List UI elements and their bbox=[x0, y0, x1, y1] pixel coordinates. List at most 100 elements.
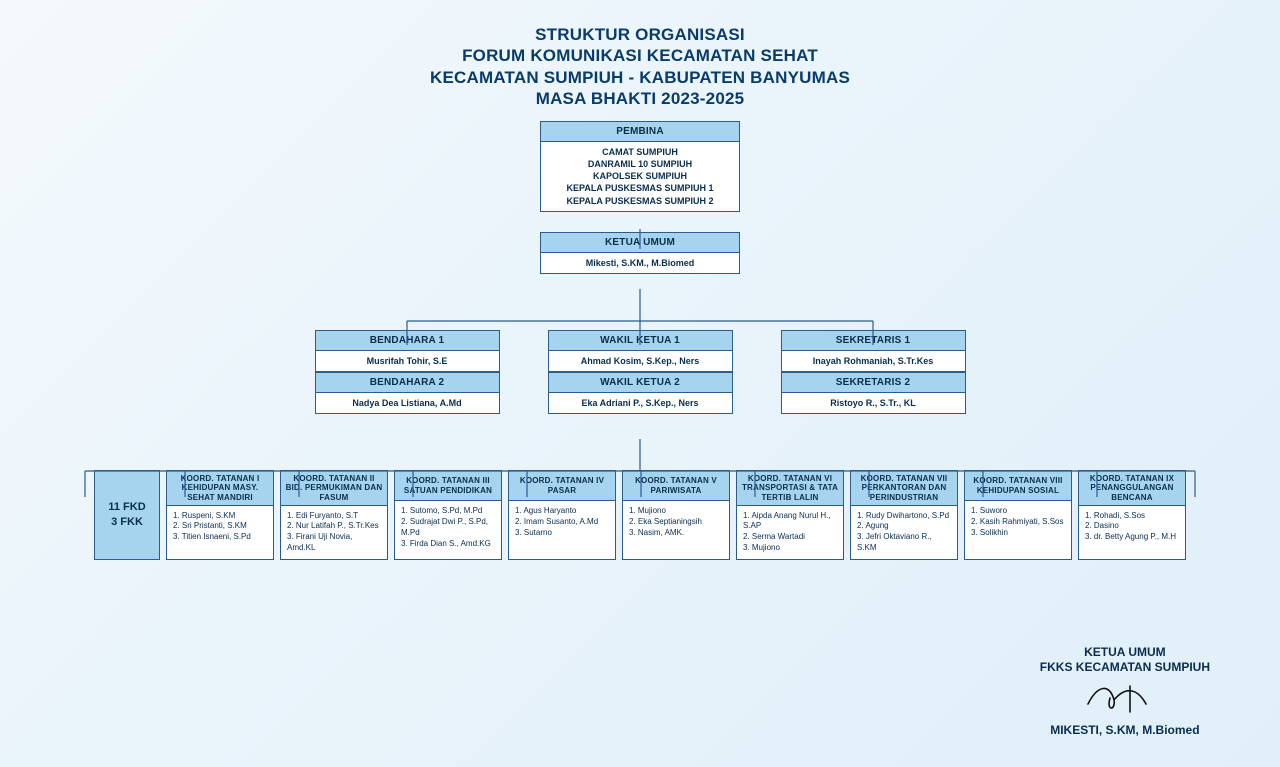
member: 2. Agung bbox=[857, 521, 951, 532]
wakil2-title: WAKIL KETUA 2 bbox=[549, 372, 732, 393]
ketua-umum-box: KETUA UMUM Mikesti, S.KM., M.Biomed bbox=[540, 232, 740, 274]
bendahara1-name: Musrifah Tohir, S.E bbox=[316, 351, 499, 371]
fkd-box: 11 FKD 3 FKK bbox=[94, 470, 160, 560]
koord-title: KOORD. TATANAN I KEHIDUPAN MASY. SEHAT M… bbox=[167, 471, 273, 506]
sekretaris1-box: SEKRETARIS 1 Inayah Rohmaniah, S.Tr.Kes bbox=[781, 330, 966, 372]
sekretaris2-box: SEKRETARIS 2 Ristoyo R., S.Tr., KL bbox=[781, 372, 966, 414]
sekretaris1-name: Inayah Rohmaniah, S.Tr.Kes bbox=[782, 351, 965, 371]
koord-members: 1. Rohadi, S.Sos 2. Dasino 3. dr. Betty … bbox=[1079, 506, 1185, 550]
member: 1. Suworo bbox=[971, 506, 1065, 517]
pembina-line: KAPOLSEK SUMPIUH bbox=[545, 170, 735, 182]
member: 2. Sri Pristanti, S.KM bbox=[173, 521, 267, 532]
pembina-line: KEPALA PUSKESMAS SUMPIUH 2 bbox=[545, 195, 735, 207]
member: 3. Jefri Oktaviano R., S.KM bbox=[857, 532, 951, 554]
koord-title: KOORD. TATANAN II BID. PERMUKIMAN DAN FA… bbox=[281, 471, 387, 506]
koord-members: 1. Mujiono 2. Eka Septianingsih 3. Nasim… bbox=[623, 501, 729, 545]
member: 2. Kasih Rahmiyati, S.Sos bbox=[971, 517, 1065, 528]
bendahara1-box: BENDAHARA 1 Musrifah Tohir, S.E bbox=[315, 330, 500, 372]
org-chart: PEMBINA CAMAT SUMPIUH DANRAMIL 10 SUMPIU… bbox=[40, 121, 1240, 560]
bendahara1-title: BENDAHARA 1 bbox=[316, 331, 499, 351]
koord-members: 1. Rudy Dwihartono, S.Pd 2. Agung 3. Jef… bbox=[851, 506, 957, 559]
mid-row: BENDAHARA 1 Musrifah Tohir, S.E BENDAHAR… bbox=[40, 330, 1240, 414]
ketua-umum-name: Mikesti, S.KM., M.Biomed bbox=[541, 253, 739, 273]
signature-line-1: KETUA UMUM bbox=[1040, 645, 1210, 661]
signature-name: MIKESTI, S.KM, M.Biomed bbox=[1040, 723, 1210, 739]
koord-6: KOORD. TATANAN VI TRANSPORTASI & TATA TE… bbox=[736, 470, 844, 560]
member: 2. Imam Susanto, A.Md bbox=[515, 517, 609, 528]
member: 3. Firani Uji Novia, Amd.KL bbox=[287, 532, 381, 554]
member: 1. Rohadi, S.Sos bbox=[1085, 511, 1179, 522]
member: 1. Edi Furyanto, S.T bbox=[287, 511, 381, 522]
member: 2. Serma Wartadi bbox=[743, 532, 837, 543]
wakil1-box: WAKIL KETUA 1 Ahmad Kosim, S.Kep., Ners bbox=[548, 330, 733, 372]
member: 3. Nasim, AMK. bbox=[629, 528, 723, 539]
pembina-box: PEMBINA CAMAT SUMPIUH DANRAMIL 10 SUMPIU… bbox=[540, 121, 740, 212]
wakil-col: WAKIL KETUA 1 Ahmad Kosim, S.Kep., Ners … bbox=[548, 330, 733, 414]
bendahara-col: BENDAHARA 1 Musrifah Tohir, S.E BENDAHAR… bbox=[315, 330, 500, 414]
koord-members: 1. Edi Furyanto, S.T 2. Nur Latifah P., … bbox=[281, 506, 387, 559]
member: 3. Firda Dian S., Amd.KG bbox=[401, 539, 495, 550]
wakil1-title: WAKIL KETUA 1 bbox=[549, 331, 732, 351]
wakil2-name: Eka Adriani P., S.Kep., Ners bbox=[549, 393, 732, 413]
bottom-row: 11 FKD 3 FKK KOORD. TATANAN I KEHIDUPAN … bbox=[40, 470, 1240, 560]
header-line-2: FORUM KOMUNIKASI KECAMATAN SEHAT bbox=[0, 45, 1280, 66]
wakil1-name: Ahmad Kosim, S.Kep., Ners bbox=[549, 351, 732, 371]
koord-2: KOORD. TATANAN II BID. PERMUKIMAN DAN FA… bbox=[280, 470, 388, 560]
sekretaris2-title: SEKRETARIS 2 bbox=[782, 372, 965, 393]
signature-block: KETUA UMUM FKKS KECAMATAN SUMPIUH MIKEST… bbox=[1040, 645, 1210, 739]
sekretaris-col: SEKRETARIS 1 Inayah Rohmaniah, S.Tr.Kes … bbox=[781, 330, 966, 414]
koord-7: KOORD. TATANAN VII PERKANTORAN DAN PERIN… bbox=[850, 470, 958, 560]
koord-1: KOORD. TATANAN I KEHIDUPAN MASY. SEHAT M… bbox=[166, 470, 274, 560]
koord-5: KOORD. TATANAN V PARIWISATA 1. Mujiono 2… bbox=[622, 470, 730, 560]
member: 3. Solikhin bbox=[971, 528, 1065, 539]
member: 2. Eka Septianingsih bbox=[629, 517, 723, 528]
header-line-4: MASA BHAKTI 2023-2025 bbox=[0, 88, 1280, 109]
sekretaris1-title: SEKRETARIS 1 bbox=[782, 331, 965, 351]
koord-members: 1. Sutomo, S.Pd, M.Pd 2. Sudrajat Dwi P.… bbox=[395, 501, 501, 554]
member: 2. Nur Latifah P., S.Tr.Kes bbox=[287, 521, 381, 532]
koord-3: KOORD. TATANAN III SATUAN PENDIDIKAN 1. … bbox=[394, 470, 502, 560]
member: 1. Sutomo, S.Pd, M.Pd bbox=[401, 506, 495, 517]
koord-title: KOORD. TATANAN VI TRANSPORTASI & TATA TE… bbox=[737, 471, 843, 506]
koord-title: KOORD. TATANAN VIII KEHIDUPAN SOSIAL bbox=[965, 471, 1071, 501]
signature-line-2: FKKS KECAMATAN SUMPIUH bbox=[1040, 660, 1210, 676]
top-stack: PEMBINA CAMAT SUMPIUH DANRAMIL 10 SUMPIU… bbox=[540, 121, 740, 274]
bendahara2-title: BENDAHARA 2 bbox=[316, 372, 499, 393]
koord-4: KOORD. TATANAN IV PASAR 1. Agus Haryanto… bbox=[508, 470, 616, 560]
pembina-line: DANRAMIL 10 SUMPIUH bbox=[545, 158, 735, 170]
koord-members: 1. Agus Haryanto 2. Imam Susanto, A.Md 3… bbox=[509, 501, 615, 545]
member: 3. dr. Betty Agung P., M.H bbox=[1085, 532, 1179, 543]
member: 3. Titien Isnaeni, S.Pd bbox=[173, 532, 267, 543]
fkd-line-2: 3 FKK bbox=[111, 515, 143, 530]
koord-members: 1. Suworo 2. Kasih Rahmiyati, S.Sos 3. S… bbox=[965, 501, 1071, 545]
wakil2-box: WAKIL KETUA 2 Eka Adriani P., S.Kep., Ne… bbox=[548, 372, 733, 414]
pembina-line: CAMAT SUMPIUH bbox=[545, 146, 735, 158]
koord-8: KOORD. TATANAN VIII KEHIDUPAN SOSIAL 1. … bbox=[964, 470, 1072, 560]
fkd-line-1: 11 FKD bbox=[108, 500, 145, 515]
bendahara2-box: BENDAHARA 2 Nadya Dea Listiana, A.Md bbox=[315, 372, 500, 414]
member: 2. Sudrajat Dwi P., S.Pd, M.Pd bbox=[401, 517, 495, 539]
koord-title: KOORD. TATANAN V PARIWISATA bbox=[623, 471, 729, 501]
koord-9: KOORD. TATANAN IX PENANGGULANGAN BENCANA… bbox=[1078, 470, 1186, 560]
sekretaris2-name: Ristoyo R., S.Tr., KL bbox=[782, 393, 965, 413]
member: 2. Dasino bbox=[1085, 521, 1179, 532]
koord-members: 1. Ruspeni, S.KM 2. Sri Pristanti, S.KM … bbox=[167, 506, 273, 550]
koord-title: KOORD. TATANAN III SATUAN PENDIDIKAN bbox=[395, 471, 501, 501]
signature-scribble bbox=[1040, 676, 1210, 724]
header-line-3: KECAMATAN SUMPIUH - KABUPATEN BANYUMAS bbox=[0, 67, 1280, 88]
member: 1. Agus Haryanto bbox=[515, 506, 609, 517]
koord-title: KOORD. TATANAN IX PENANGGULANGAN BENCANA bbox=[1079, 471, 1185, 506]
koord-title: KOORD. TATANAN IV PASAR bbox=[509, 471, 615, 501]
bendahara2-name: Nadya Dea Listiana, A.Md bbox=[316, 393, 499, 413]
member: 1. Ruspeni, S.KM bbox=[173, 511, 267, 522]
koord-title: KOORD. TATANAN VII PERKANTORAN DAN PERIN… bbox=[851, 471, 957, 506]
pembina-body: CAMAT SUMPIUH DANRAMIL 10 SUMPIUH KAPOLS… bbox=[541, 142, 739, 211]
member: 3. Sutarno bbox=[515, 528, 609, 539]
pembina-line: KEPALA PUSKESMAS SUMPIUH 1 bbox=[545, 182, 735, 194]
pembina-title: PEMBINA bbox=[541, 122, 739, 142]
member: 1. Aipda Anang Nurul H., S.AP bbox=[743, 511, 837, 533]
member: 1. Rudy Dwihartono, S.Pd bbox=[857, 511, 951, 522]
ketua-umum-title: KETUA UMUM bbox=[541, 233, 739, 253]
koord-members: 1. Aipda Anang Nurul H., S.AP 2. Serma W… bbox=[737, 506, 843, 559]
header-line-1: STRUKTUR ORGANISASI bbox=[0, 24, 1280, 45]
